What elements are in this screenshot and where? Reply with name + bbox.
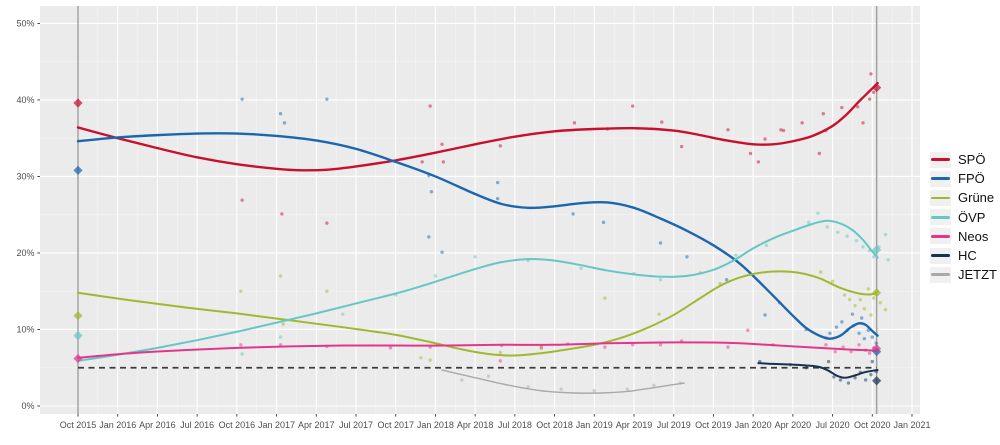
series-ovp-line [77, 219, 879, 362]
legend-key-gruene [930, 189, 951, 206]
legend-line-swatch [931, 215, 950, 219]
svg-text:0%: 0% [21, 401, 34, 411]
svg-text:Jan 2019: Jan 2019 [576, 420, 613, 430]
legend-line-swatch [931, 254, 950, 257]
series-jetzt-line [441, 369, 685, 394]
legend-item-gruene: Grüne [930, 188, 997, 207]
legend-key-fpo [930, 170, 951, 187]
series-spo-line [76, 81, 879, 172]
series-gruene-line [77, 270, 879, 357]
legend-key-ovp [930, 209, 951, 226]
legend-key-neos [930, 228, 951, 245]
svg-text:Jan 2018: Jan 2018 [417, 420, 454, 430]
svg-text:Oct 2020: Oct 2020 [854, 420, 891, 430]
legend-label: FPÖ [958, 171, 985, 187]
svg-text:Oct 2018: Oct 2018 [536, 420, 573, 430]
svg-text:Apr 2016: Apr 2016 [139, 420, 176, 430]
series-fpo-line [76, 132, 879, 340]
svg-text:20%: 20% [16, 248, 34, 258]
svg-text:Apr 2020: Apr 2020 [775, 420, 812, 430]
legend-item-neos: Neos [930, 227, 997, 246]
svg-text:Jul 2020: Jul 2020 [816, 420, 850, 430]
series-hc-results [872, 376, 882, 386]
svg-text:30%: 30% [16, 171, 34, 181]
series-gruene-results [73, 288, 882, 321]
y-axis-labels: 0% 10% 20% 30% 40% 50% [16, 18, 34, 411]
legend-key-jetzt [930, 266, 951, 283]
legend-key-hc [930, 247, 951, 264]
x-axis-labels: Oct 2015 Jan 2016 Apr 2016 Jul 2016 Oct 2016… [60, 420, 931, 430]
svg-text:Jul 2016: Jul 2016 [180, 420, 214, 430]
legend-line-swatch [931, 234, 950, 238]
legend-item-hc: HC [930, 246, 997, 265]
series-neos-line [77, 341, 879, 359]
svg-text:Oct 2019: Oct 2019 [695, 420, 732, 430]
svg-text:Jan 2017: Jan 2017 [258, 420, 295, 430]
legend-label: Grüne [958, 190, 995, 206]
svg-text:40%: 40% [16, 95, 34, 105]
svg-text:Oct 2015: Oct 2015 [60, 420, 97, 430]
series-ovp-results [73, 245, 882, 341]
series-spo-results [73, 83, 882, 108]
legend-line-swatch [931, 273, 950, 277]
legend-item-spo: SPÖ [930, 150, 997, 169]
legend-label: ÖVP [958, 209, 986, 225]
svg-text:50%: 50% [16, 18, 34, 28]
legend-item-fpo: FPÖ [930, 169, 997, 188]
series-neos-results [73, 344, 882, 364]
svg-text:Jan 2016: Jan 2016 [99, 420, 136, 430]
svg-text:Jul 2018: Jul 2018 [498, 420, 532, 430]
svg-text:Oct 2016: Oct 2016 [219, 420, 256, 430]
legend-label: JETZT [958, 267, 997, 283]
series-hc-line [757, 362, 879, 379]
svg-text:Oct 2017: Oct 2017 [377, 420, 414, 430]
chart-legend: SPÖ FPÖ Grüne ÖVP Neos HC JETZT [930, 150, 997, 284]
legend-line-swatch [931, 177, 950, 181]
svg-text:Apr 2019: Apr 2019 [616, 420, 653, 430]
legend-key-spo [930, 151, 951, 168]
series-spo-points [240, 72, 876, 225]
legend-item-ovp: ÖVP [930, 208, 997, 227]
svg-text:Jul 2019: Jul 2019 [657, 420, 691, 430]
svg-text:Apr 2017: Apr 2017 [298, 420, 335, 430]
legend-line-swatch [931, 196, 950, 200]
legend-label: HC [958, 248, 977, 264]
legend-item-jetzt: JETZT [930, 265, 997, 284]
legend-label: Neos [958, 228, 989, 244]
svg-text:Jul 2017: Jul 2017 [339, 420, 373, 430]
svg-text:10%: 10% [16, 324, 34, 334]
legend-line-swatch [931, 158, 950, 161]
axis-ticks [37, 22, 913, 417]
svg-text:Jan 2021: Jan 2021 [893, 420, 930, 430]
svg-text:Apr 2018: Apr 2018 [457, 420, 494, 430]
legend-label: SPÖ [958, 152, 986, 168]
svg-text:Jan 2020: Jan 2020 [735, 420, 772, 430]
